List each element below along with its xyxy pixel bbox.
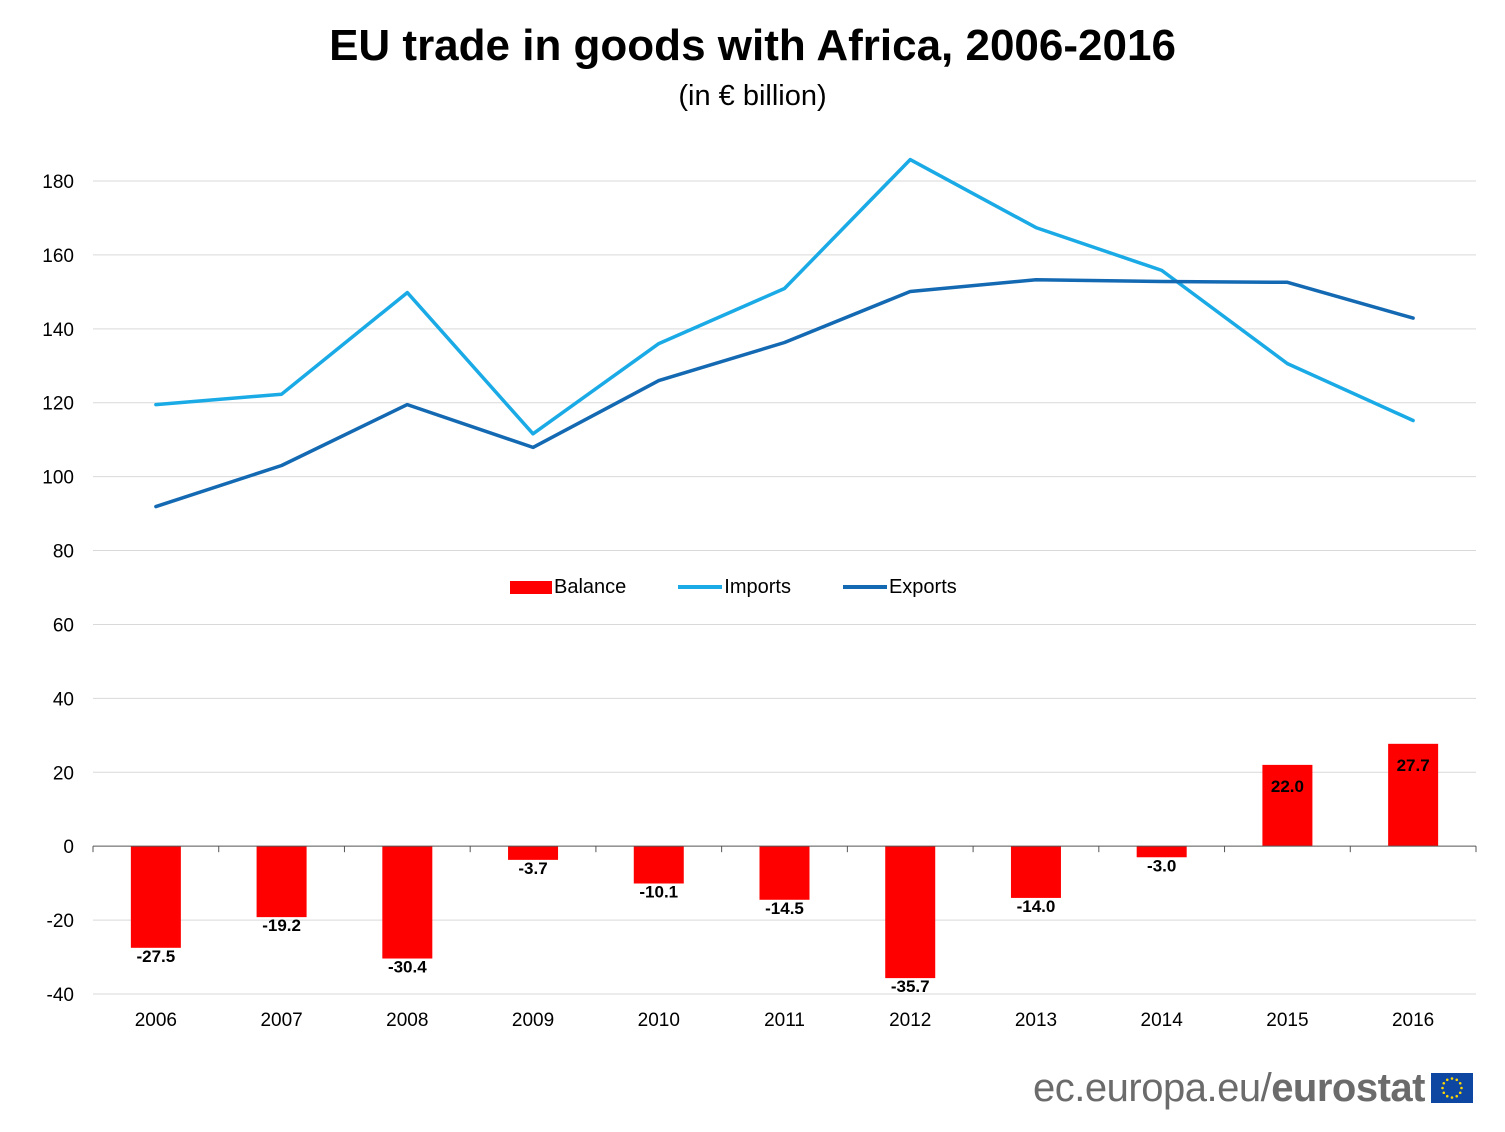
balance-data-label: 27.7	[1397, 756, 1430, 775]
imports-line	[154, 157, 1415, 436]
balance-data-label: 22.0	[1271, 777, 1304, 796]
chart-legend: Balance Imports Exports	[510, 573, 1009, 601]
y-tick-label: 160	[42, 246, 74, 267]
flag-star	[1458, 1081, 1462, 1085]
balance-bar	[1010, 846, 1061, 898]
balance-bar	[1136, 846, 1187, 858]
flag-star	[1450, 1077, 1454, 1080]
y-tick-label: -40	[47, 985, 74, 1006]
flag-star	[1455, 1078, 1459, 1082]
legend-item-balance: Balance	[510, 576, 626, 599]
exports-line	[154, 277, 1415, 509]
y-tick-label: 120	[42, 394, 74, 415]
x-tick-label: 2006	[135, 1010, 177, 1031]
balance-data-label: -10.1	[639, 883, 678, 902]
y-tick-label: 100	[42, 468, 74, 489]
y-tick-label: 0	[63, 837, 74, 858]
chart-title: EU trade in goods with Africa, 2006-2016	[329, 21, 1176, 70]
y-tick-label: 140	[42, 320, 74, 341]
balance-data-label: -27.5	[136, 947, 175, 966]
balance-bar	[885, 846, 936, 979]
y-tick-label: 40	[53, 689, 74, 710]
flag-star	[1445, 1094, 1449, 1098]
balance-data-label: -30.4	[388, 958, 427, 977]
balance-data-label: -3.0	[1147, 856, 1176, 875]
footer-brand: eurostat	[1271, 1065, 1425, 1110]
balance-bar	[633, 846, 684, 884]
footer-url: ec.europa.eu/	[1033, 1065, 1272, 1110]
flag-star	[1442, 1091, 1446, 1095]
balance-data-label: -14.0	[1017, 897, 1056, 916]
legend-item-imports: Imports	[678, 576, 791, 599]
balance-data-label: -35.7	[891, 977, 930, 996]
y-tick-label: 60	[53, 615, 74, 636]
y-tick-label: 80	[53, 542, 74, 563]
eu-flag-icon	[1431, 1073, 1473, 1103]
y-tick-label: -20	[47, 911, 74, 932]
x-tick-label: 2011	[764, 1010, 805, 1031]
balance-bar	[256, 846, 307, 918]
x-tick-label: 2010	[638, 1010, 680, 1031]
flag-star	[1450, 1096, 1454, 1099]
balance-bar	[130, 846, 181, 948]
balance-bar	[759, 846, 810, 900]
gridlines: 180 160 140 120 100 80 60 40 20 0 -20 -40	[42, 172, 1476, 1006]
x-tick-label: 2013	[1015, 1010, 1057, 1031]
legend-swatch-balance	[510, 580, 552, 594]
x-tick-label: 2015	[1266, 1010, 1308, 1031]
balance-bar	[1262, 764, 1313, 847]
x-tick-label: 2016	[1392, 1010, 1434, 1031]
legend-swatch-exports	[842, 585, 887, 589]
flag-star	[1455, 1094, 1459, 1098]
y-tick-label: 180	[42, 172, 74, 193]
flag-star	[1458, 1091, 1462, 1095]
flag-star	[1442, 1081, 1446, 1085]
x-tick-label: 2009	[512, 1010, 554, 1031]
balance-bar	[1388, 743, 1439, 847]
x-tick-label: 2012	[889, 1010, 931, 1031]
x-tick-label: 2007	[260, 1010, 302, 1031]
legend-swatch-imports	[678, 585, 723, 589]
axes: 2006 2007 2008 2009 2010 2011 2012 2013 2014 2015…	[92, 845, 1477, 1031]
legend-label-exports: Exports	[888, 575, 957, 598]
legend-label-balance: Balance	[554, 575, 627, 598]
legend-label-imports: Imports	[724, 575, 791, 598]
x-tick-label: 2014	[1141, 1010, 1184, 1031]
balance-bar	[382, 846, 433, 959]
balance-bars	[130, 743, 1439, 979]
trade-lines	[154, 157, 1415, 509]
balance-data-label: -19.2	[262, 916, 301, 935]
chart-subtitle: (in € billion)	[678, 80, 827, 112]
balance-data-label: -3.7	[518, 859, 547, 878]
balance-bar	[508, 846, 559, 860]
x-tick-label: 2008	[386, 1010, 428, 1031]
legend-item-exports: Exports	[842, 575, 957, 599]
data-labels: -27.5 -19.2 -30.4 -3.7 -10.1 -14.5 -35.7 -14.0 -…	[136, 756, 1429, 996]
flag-star	[1445, 1078, 1449, 1082]
y-tick-label: 20	[53, 763, 74, 784]
eurostat-footer: ec.europa.eu/ eurostat	[1033, 1066, 1473, 1110]
flag-star	[1441, 1086, 1444, 1090]
balance-data-label: -14.5	[765, 899, 804, 918]
flag-star	[1460, 1086, 1463, 1090]
